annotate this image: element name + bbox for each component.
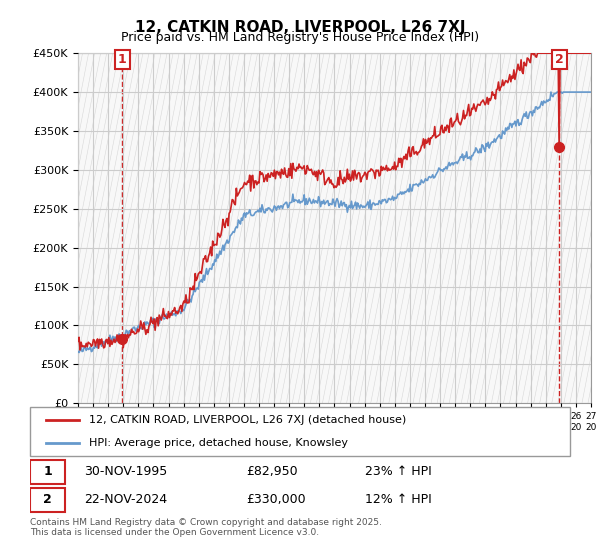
Text: 22-NOV-2024: 22-NOV-2024 xyxy=(84,493,167,506)
FancyBboxPatch shape xyxy=(30,460,65,484)
Text: 2: 2 xyxy=(555,53,563,66)
Text: £82,950: £82,950 xyxy=(246,465,298,478)
Text: 12, CATKIN ROAD, LIVERPOOL, L26 7XJ: 12, CATKIN ROAD, LIVERPOOL, L26 7XJ xyxy=(135,20,465,35)
Text: 12% ↑ HPI: 12% ↑ HPI xyxy=(365,493,431,506)
Text: 1: 1 xyxy=(118,53,127,66)
Text: Contains HM Land Registry data © Crown copyright and database right 2025.
This d: Contains HM Land Registry data © Crown c… xyxy=(30,518,382,538)
Text: 12, CATKIN ROAD, LIVERPOOL, L26 7XJ (detached house): 12, CATKIN ROAD, LIVERPOOL, L26 7XJ (det… xyxy=(89,416,407,426)
Text: Price paid vs. HM Land Registry's House Price Index (HPI): Price paid vs. HM Land Registry's House … xyxy=(121,31,479,44)
Text: 2: 2 xyxy=(43,493,52,506)
Text: £330,000: £330,000 xyxy=(246,493,305,506)
FancyBboxPatch shape xyxy=(30,488,65,512)
Text: 1: 1 xyxy=(43,465,52,478)
FancyBboxPatch shape xyxy=(30,407,570,456)
Text: HPI: Average price, detached house, Knowsley: HPI: Average price, detached house, Know… xyxy=(89,438,349,448)
Text: 23% ↑ HPI: 23% ↑ HPI xyxy=(365,465,431,478)
Text: 30-NOV-1995: 30-NOV-1995 xyxy=(84,465,167,478)
